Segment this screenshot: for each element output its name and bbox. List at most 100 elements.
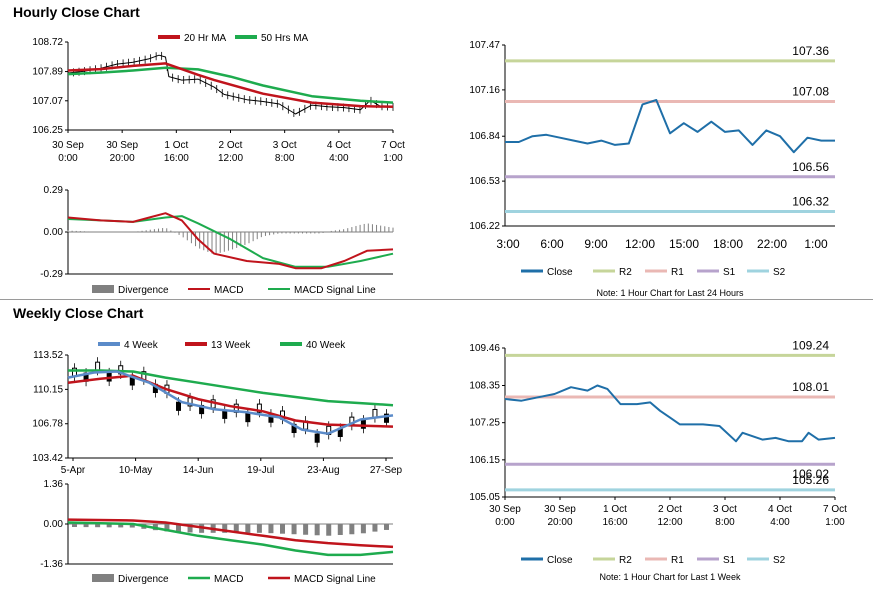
hourly-macd-legend-signal-label: MACD Signal Line <box>294 285 376 296</box>
weekly-macd-divergence-bar <box>349 524 355 535</box>
weekly-macd-divergence-bar <box>360 524 366 534</box>
hourly-price-xtick-label: 30 Sep <box>106 140 138 151</box>
hourly-price-xtick-label: 1 Oct <box>164 140 188 151</box>
weekly-macd-divergence-bar <box>83 524 89 528</box>
hourly-legend-ma20-label: 20 Hr MA <box>184 33 227 44</box>
weekly-candle-body <box>95 361 101 371</box>
hourly-levels-legend-close-label: Close <box>547 267 573 278</box>
hourly-price-xtick-label: 16:00 <box>164 153 189 164</box>
weekly-macd-ytick-label: 1.36 <box>44 479 64 490</box>
hourly-levels-level-label: 107.36 <box>792 44 829 58</box>
weekly-macd-divergence-bar <box>280 524 285 534</box>
weekly-macd-divergence-bar <box>303 524 309 535</box>
weekly-levels-xtick-label: 16:00 <box>602 517 627 528</box>
hourly-levels-legend-r1-label: R1 <box>671 267 684 278</box>
weekly-macd-divergence-bar <box>222 524 228 533</box>
section-divider <box>0 299 873 300</box>
weekly-chart-title: Weekly Close Chart <box>13 305 144 321</box>
weekly-macd-divergence-bar <box>164 524 170 532</box>
hourly-levels-xtick-label: 3:00 <box>496 237 520 251</box>
weekly-price-ytick-label: 110.15 <box>33 384 63 395</box>
weekly-levels-ytick-label: 108.35 <box>469 381 500 392</box>
hourly-macd-ytick-label: 0.29 <box>44 185 64 196</box>
weekly-macd-divergence-bar <box>176 524 181 532</box>
hourly-levels-xtick-label: 1:00 <box>804 237 828 251</box>
weekly-levels-xtick-label: 20:00 <box>547 517 572 528</box>
hourly-price-ma20-line <box>67 62 394 109</box>
weekly-levels-close-line <box>504 384 836 443</box>
hourly-levels-level-label: 106.32 <box>792 195 829 209</box>
hourly-price-ytick-label: 107.89 <box>32 67 63 78</box>
hourly-macd-legend-divergence-swatch <box>92 285 114 293</box>
weekly-price-xtick-label: 5-Apr <box>61 465 86 476</box>
weekly-price-ytick-label: 103.42 <box>32 453 63 464</box>
weekly-levels-legend-r1-label: R1 <box>671 555 684 566</box>
hourly-macd-line <box>67 212 394 270</box>
weekly-price-xtick-label: 27-Sep <box>370 465 403 476</box>
weekly-macd-divergence-bar <box>72 524 77 527</box>
weekly-macd-divergence-bar <box>337 524 343 535</box>
weekly-levels-legend-r2-label: R2 <box>619 555 632 566</box>
weekly-macd-divergence-bar <box>326 524 332 536</box>
hourly-price-xtick-label: 4 Oct <box>327 140 351 151</box>
weekly-levels-level-label: 106.02 <box>792 467 829 481</box>
weekly-levels-xtick-label: 12:00 <box>657 517 682 528</box>
hourly-price-xtick-label: 20:00 <box>110 153 135 164</box>
hourly-chart-title: Hourly Close Chart <box>13 4 140 20</box>
weekly-levels-legend-s1-label: S1 <box>723 555 736 566</box>
weekly-macd-divergence-bar <box>256 524 262 533</box>
hourly-price-xtick-label: 2 Oct <box>219 140 243 151</box>
hourly-levels-xtick-label: 9:00 <box>584 237 608 251</box>
weekly-levels-xtick-label: 2 Oct <box>658 504 682 515</box>
weekly-macd-divergence-bar <box>187 524 193 533</box>
weekly-macd-divergence-bar <box>314 524 320 536</box>
weekly-macd-ytick-label: 0.00 <box>44 519 64 530</box>
weekly-levels-ytick-label: 109.46 <box>469 343 500 354</box>
weekly-levels-xtick-label: 3 Oct <box>713 504 737 515</box>
hourly-levels-xtick-label: 15:00 <box>669 237 699 251</box>
hourly-levels-xtick-label: 6:00 <box>540 237 564 251</box>
weekly-levels-xtick-label: 30 Sep <box>544 504 576 515</box>
hourly-price-ma50-line <box>67 66 394 104</box>
weekly-price-ma13-line <box>67 374 394 428</box>
hourly-macd-signal-line <box>67 215 394 268</box>
hourly-price-close-line <box>67 54 394 115</box>
weekly-price-ytick-label: 113.52 <box>33 350 63 361</box>
weekly-levels-xtick-label: 0:00 <box>495 517 515 528</box>
hourly-levels-legend-s1-label: S1 <box>723 267 736 278</box>
weekly-levels-xtick-label: 4 Oct <box>768 504 792 515</box>
weekly-levels-xtick-label: 1 Oct <box>603 504 627 515</box>
weekly-levels-level-label: 108.01 <box>792 380 829 394</box>
weekly-levels-level-label: 109.24 <box>792 338 829 352</box>
hourly-levels-ytick-label: 106.22 <box>469 221 500 232</box>
weekly-candle-body <box>176 401 181 411</box>
hourly-levels-xtick-label: 18:00 <box>713 237 743 251</box>
weekly-macd-divergence-bar <box>95 524 101 528</box>
weekly-levels-legend-s2-label: S2 <box>773 555 786 566</box>
hourly-price-xtick-label: 1:00 <box>383 153 403 164</box>
weekly-macd-divergence-bar <box>245 524 251 533</box>
hourly-price-xtick-label: 0:00 <box>58 153 78 164</box>
weekly-candle-body <box>256 403 262 413</box>
hourly-macd-ytick-label: 0.00 <box>44 227 64 238</box>
hourly-price-ytick-label: 107.07 <box>32 96 63 107</box>
weekly-macd-divergence-bar <box>384 524 389 530</box>
weekly-macd-divergence-bar <box>268 524 274 534</box>
weekly-price-xtick-label: 19-Jul <box>247 465 274 476</box>
hourly-levels-xtick-label: 12:00 <box>625 237 655 251</box>
hourly-price-xtick-label: 3 Oct <box>273 140 297 151</box>
hourly-price-xtick-label: 30 Sep <box>52 140 84 151</box>
weekly-levels-level-label: 105.26 <box>792 473 829 487</box>
weekly-price-ma40-line <box>68 369 394 407</box>
weekly-macd-legend-divergence-swatch <box>92 574 114 582</box>
weekly-macd-legend-divergence-label: Divergence <box>118 574 169 585</box>
hourly-macd-ytick-label: -0.29 <box>40 269 63 280</box>
hourly-levels-xtick-label: 22:00 <box>757 237 787 251</box>
hourly-macd-legend-divergence-label: Divergence <box>118 285 169 296</box>
weekly-macd-divergence-bar <box>233 524 239 533</box>
weekly-candle-body <box>245 413 251 423</box>
hourly-macd-legend-macd-label: MACD <box>214 285 243 296</box>
weekly-macd-divergence-bar <box>106 524 112 528</box>
weekly-macd-divergence-bar <box>129 524 135 528</box>
